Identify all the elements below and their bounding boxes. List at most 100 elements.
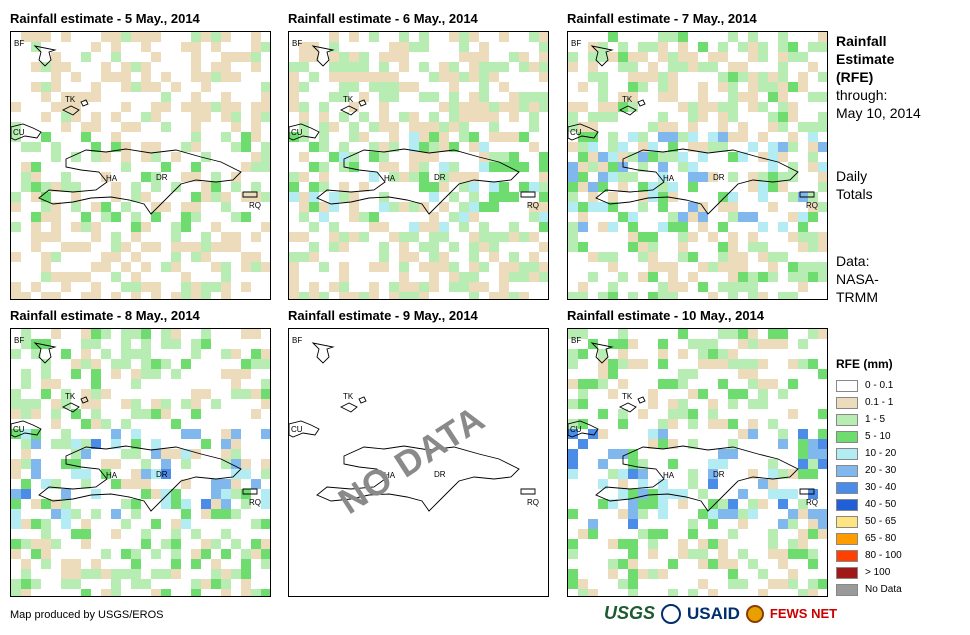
- rainfall-cell: [459, 282, 469, 292]
- rainfall-cell: [539, 52, 548, 62]
- rainfall-cell: [578, 529, 588, 539]
- country-label-rq: RQ: [527, 498, 539, 507]
- coastline: [339, 99, 367, 116]
- rainfall-cell: [628, 132, 638, 142]
- rainfall-cell: [379, 92, 389, 102]
- rainfall-cell: [808, 459, 818, 469]
- rainfall-cell: [31, 282, 41, 292]
- rainfall-cell: [718, 282, 728, 292]
- rainfall-cell: [81, 519, 91, 529]
- rainfall-cell: [519, 62, 529, 72]
- rainfall-cell: [778, 62, 788, 72]
- rainfall-cell: [379, 262, 389, 272]
- rainfall-cell: [678, 52, 688, 62]
- legend-swatch: [836, 430, 858, 443]
- rainfall-cell: [798, 72, 808, 82]
- rainfall-cell: [61, 509, 71, 519]
- rainfall-cell: [91, 489, 101, 499]
- rainfall-cell: [101, 172, 111, 182]
- rainfall-cell: [379, 242, 389, 252]
- rainfall-cell: [768, 479, 778, 489]
- rainfall-cell: [191, 252, 201, 262]
- rainfall-cell: [81, 449, 91, 459]
- rainfall-cell: [111, 359, 121, 369]
- rfe-source: Data: NASA- TRMM: [836, 252, 879, 306]
- rainfall-cell: [698, 339, 708, 349]
- panel-may-5: Rainfall estimate - 5 May., 2014 BF CU TK H…: [10, 11, 272, 300]
- rainfall-cell: [449, 102, 459, 112]
- rainfall-cell: [648, 242, 658, 252]
- rainfall-cell: [588, 192, 598, 202]
- country-label-cu: CU: [13, 425, 25, 434]
- rainfall-cell: [578, 182, 588, 192]
- rainfall-cell: [628, 172, 638, 182]
- rainfall-cell: [708, 62, 718, 72]
- rainfall-cell: [419, 182, 429, 192]
- rainfall-cell: [81, 212, 91, 222]
- rainfall-cell: [738, 122, 748, 132]
- rainfall-cell: [389, 162, 399, 172]
- rainfall-cell: [479, 52, 489, 62]
- rainfall-cell: [11, 469, 21, 479]
- legend-label: 10 - 20: [865, 448, 897, 459]
- rainfall-cell: [171, 82, 181, 92]
- rainfall-cell: [588, 202, 598, 212]
- rainfall-cell: [539, 162, 548, 172]
- rainfall-cell: [489, 122, 499, 132]
- rainfall-cell: [618, 559, 628, 569]
- rainfall-cell: [738, 489, 748, 499]
- rainfall-cell: [818, 112, 827, 122]
- legend-label: 20 - 30: [865, 465, 897, 476]
- rainfall-cell: [588, 252, 598, 262]
- rainfall-cell: [131, 212, 141, 222]
- rainfall-cell: [479, 72, 489, 82]
- rainfall-cell: [808, 559, 818, 569]
- rainfall-cell: [51, 152, 61, 162]
- rainfall-cell: [141, 222, 151, 232]
- rainfall-cell: [21, 429, 31, 439]
- rainfall-cell: [778, 32, 788, 42]
- rainfall-cell: [131, 569, 141, 579]
- rainfall-cell: [241, 142, 251, 152]
- rainfall-cell: [121, 82, 131, 92]
- rainfall-cell: [738, 92, 748, 102]
- rainfall-cell: [191, 212, 201, 222]
- rainfall-cell: [638, 272, 648, 282]
- legend-title: RFE (mm): [836, 357, 893, 371]
- rainfall-cell: [509, 92, 519, 102]
- rainfall-cell: [251, 329, 261, 339]
- rainfall-cell: [51, 509, 61, 519]
- rainfall-cell: [161, 539, 171, 549]
- rainfall-cell: [111, 142, 121, 152]
- rainfall-cell: [818, 429, 827, 439]
- coastline: [316, 148, 520, 215]
- rainfall-cell: [608, 132, 618, 142]
- legend-swatch: [836, 379, 858, 392]
- rainfall-cell: [568, 429, 578, 439]
- rainfall-cell: [628, 569, 638, 579]
- rainfall-cell: [261, 222, 270, 232]
- rainfall-cell: [211, 32, 221, 42]
- rainfall-cell: [309, 292, 319, 299]
- rainfall-cell: [529, 32, 539, 42]
- rainfall-cell: [678, 62, 688, 72]
- rainfall-cell: [91, 369, 101, 379]
- rainfall-cell: [728, 132, 738, 142]
- rainfall-cell: [11, 282, 21, 292]
- rainfall-cell: [808, 272, 818, 282]
- rainfall-cell: [608, 112, 618, 122]
- coastline: [33, 45, 57, 67]
- rainfall-cell: [728, 242, 738, 252]
- rainfall-cell: [409, 142, 419, 152]
- rainfall-cell: [758, 272, 768, 282]
- rainfall-cell: [648, 252, 658, 262]
- rainfall-cell: [131, 549, 141, 559]
- rainfall-cell: [409, 252, 419, 262]
- rainfall-cell: [798, 549, 808, 559]
- rainfall-cell: [41, 479, 51, 489]
- rainfall-cell: [469, 202, 479, 212]
- rainfall-cell: [151, 32, 161, 42]
- rainfall-cell: [251, 102, 261, 112]
- rainfall-cell: [539, 192, 548, 202]
- rainfall-cell: [161, 202, 171, 212]
